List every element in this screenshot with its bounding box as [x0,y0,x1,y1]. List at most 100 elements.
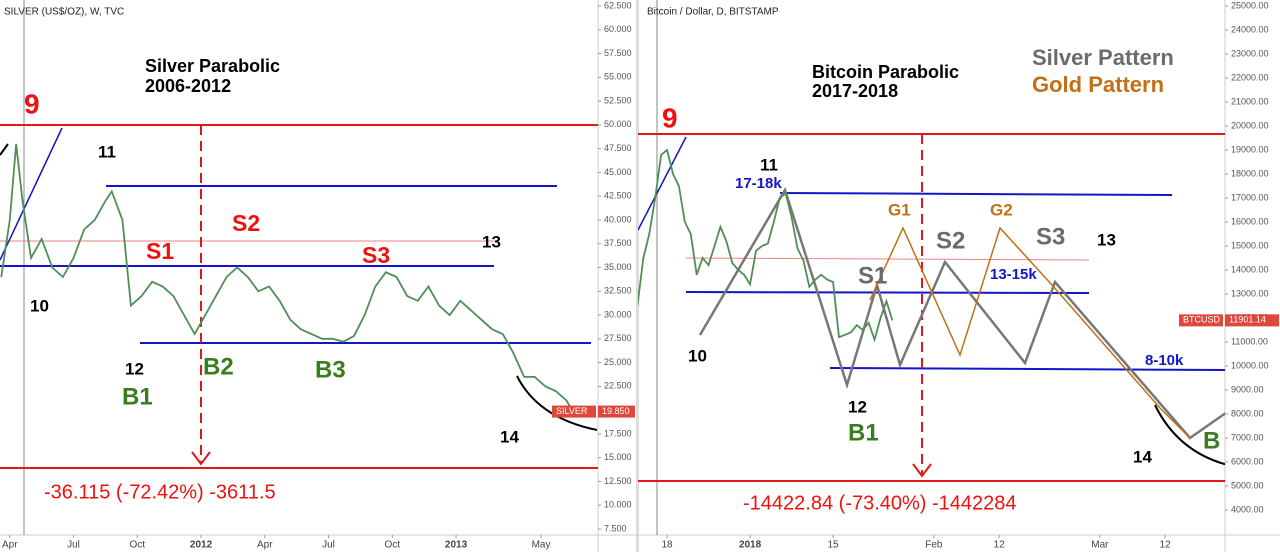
y-tick-label: 25000.00 [1231,0,1269,10]
x-tick-label: 2018 [739,540,762,551]
y-tick-label: 47.500 [604,143,632,153]
price-tag-value: 11901.14 [1229,315,1266,325]
y-tick-label: 9000.00 [1231,384,1264,394]
price-tag-bg [598,405,635,418]
y-tick-label: 11000.00 [1231,336,1268,346]
price-tag-name: SILVER [556,406,588,416]
chart-subtitle: 2017-2018 [812,81,898,101]
wave-label: 9 [24,88,40,119]
sell-label: S2 [936,227,965,254]
buy-label: B [1203,427,1220,454]
x-tick-label: Apr [257,540,273,551]
legend-label: Silver Pattern [1032,45,1174,70]
x-tick-label: 18 [661,540,673,551]
y-tick-label: 20000.00 [1231,120,1269,130]
y-tick-label: 17.500 [604,428,632,438]
price-tag-value: 19.850 [602,406,630,416]
wave-label: 9 [662,102,678,133]
y-tick-label: 22000.00 [1231,72,1269,82]
wave-label: 10 [688,346,707,365]
sell-label: S2 [232,210,260,236]
price-line [0,143,574,413]
chart-title: Silver Parabolic [145,56,280,76]
wave-label: 10 [30,296,49,315]
price-tag-name: BTCUSD [1183,315,1221,325]
drawings-right [638,133,1225,482]
curve [516,375,598,431]
level-line [829,367,1225,371]
buy-label: B3 [315,356,346,383]
wave-label: 14 [500,427,519,446]
gold-label: G2 [990,200,1013,219]
zone-label: 13-15k [990,266,1037,283]
y-tick-label: 60.000 [604,24,632,34]
y-tick-label: 25.000 [604,357,632,367]
buy-label: B1 [848,419,879,446]
sell-label: S3 [1036,223,1065,250]
zone-label: 8-10k [1145,352,1184,369]
x-tick-label: 12 [994,540,1006,551]
y-tick-label: 57.500 [604,48,632,58]
plot-right [638,148,894,343]
sell-label: S3 [362,242,390,268]
buy-label: B2 [203,353,234,380]
x-tick-label: 15 [828,540,840,551]
y-tick-label: 52.500 [604,95,632,105]
arrow-head [191,451,211,466]
y-tick-label: 4000.00 [1231,504,1264,514]
x-tick-label: Feb [925,540,943,551]
y-tick-label: 37.500 [604,238,632,248]
y-tick-label: 7.500 [604,523,627,533]
y-tick-label: 55.000 [604,72,632,82]
y-tick-label: 40.000 [604,214,632,224]
y-tick-label: 18000.00 [1231,168,1269,178]
x-tick-label: May [532,540,551,551]
wave-label: 14 [1133,447,1152,466]
wave-label: 13 [1097,230,1116,249]
gold-pattern [869,226,1191,439]
y-tick-label: 23000.00 [1231,48,1269,58]
curve [0,143,9,156]
wave-label: 12 [848,397,867,416]
y-tick-label: 5000.00 [1231,480,1264,490]
trend-line [638,136,687,231]
level-line [685,257,1090,261]
y-tick-label: 21000.00 [1231,96,1269,106]
x-tick-label: Oct [385,540,401,551]
price-tag-name-bg [552,405,596,418]
y-tick-label: 62.500 [604,0,632,10]
chart-title: Bitcoin Parabolic [812,62,959,82]
plot-left [0,143,574,413]
y-tick-label: 19000.00 [1231,144,1269,154]
sell-label: S1 [146,238,174,264]
x-tick-label: Mar [1091,540,1109,551]
x-tick-label: 2013 [445,540,468,551]
silver-pattern [698,186,1225,440]
x-tick-label: Jul [67,540,80,551]
y-tick-label: 6000.00 [1231,456,1264,466]
x-tick-label: 12 [1160,540,1172,551]
y-tick-label: 10.000 [604,500,632,510]
y-tick-label: 13000.00 [1231,288,1269,298]
y-tick-label: 15000.00 [1231,240,1269,250]
y-tick-label: 32.500 [604,286,632,296]
price-tag-name-bg [1179,314,1223,327]
y-tick-label: 8000.00 [1231,408,1264,418]
y-tick-label: 7000.00 [1231,432,1264,442]
zone-label: 17-18k [735,175,782,192]
gold-label: G1 [888,200,911,219]
y-tick-label: 50.000 [604,119,632,129]
y-tick-label: 24000.00 [1231,24,1269,34]
drawings-left [0,124,598,469]
y-tick-label: 17000.00 [1231,192,1269,202]
y-tick-label: 12.500 [604,476,632,486]
y-tick-label: 42.500 [604,191,632,201]
panel-divider [636,0,639,552]
y-tick-label: 30.000 [604,309,632,319]
chart-source: Bitcoin / Dollar, D, BITSTAMP [647,7,779,18]
chart-subtitle: 2006-2012 [145,76,231,96]
price-line [638,148,894,343]
wave-label: 12 [125,359,144,378]
